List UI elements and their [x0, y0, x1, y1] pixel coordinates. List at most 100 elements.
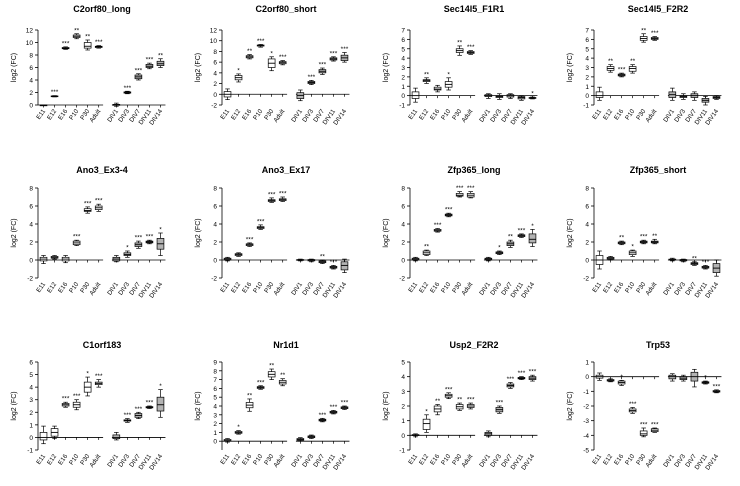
- box-DIV1: [668, 87, 677, 101]
- y-tick-label: 1: [401, 418, 405, 425]
- x-tick-label: E12: [602, 108, 614, 122]
- significance-mark: *: [425, 408, 428, 415]
- significance-mark: **: [280, 372, 286, 379]
- significance-mark: ***: [146, 57, 154, 64]
- y-axis-label: log2 (FC): [195, 218, 202, 247]
- significance-mark: ***: [507, 376, 515, 383]
- box-P10: [628, 64, 637, 74]
- x-tick-label: P10: [440, 281, 452, 295]
- box-DIV1: [296, 437, 305, 442]
- significance-mark: ***: [640, 422, 648, 429]
- x-tick-label: P10: [624, 108, 636, 122]
- box-E16: [617, 240, 626, 246]
- significance-mark: ***: [257, 218, 265, 225]
- significance-mark: ***: [73, 393, 81, 400]
- x-tick-label: E12: [46, 281, 58, 295]
- box-E16: [433, 228, 442, 233]
- significance-mark: ***: [257, 38, 265, 45]
- x-tick-label: E12: [230, 281, 242, 295]
- y-tick-label: 6: [213, 386, 217, 393]
- box-DIV1: [484, 430, 493, 438]
- box-DIV7: [318, 259, 327, 264]
- y-tick-label: 0: [585, 258, 589, 265]
- significance-mark: ***: [496, 400, 504, 407]
- box-iqr: [156, 396, 165, 412]
- box-DIV14: [712, 259, 721, 277]
- box-P10: [628, 249, 637, 257]
- box-P30: [639, 33, 648, 43]
- box-E11: [223, 88, 232, 100]
- significance-mark: *: [631, 244, 634, 251]
- box-E16: [245, 398, 254, 412]
- y-tick-label: 5: [213, 395, 217, 402]
- y-tick-label: 9: [213, 360, 217, 367]
- y-tick-label: -2: [399, 276, 405, 283]
- box-DIV11: [145, 405, 154, 409]
- x-tick-label: Adult: [272, 453, 286, 469]
- box-Adult: [94, 379, 103, 388]
- box-DIV3: [307, 80, 316, 85]
- chart-title: Trp53: [646, 340, 670, 350]
- box-DIV3: [307, 434, 316, 439]
- significance-mark: ***: [341, 400, 349, 407]
- box-DIV1: [296, 258, 305, 262]
- box-E16: [61, 401, 70, 408]
- chart-title: Ano3_Ex3-4: [76, 165, 128, 175]
- y-tick-label: 0: [401, 258, 405, 265]
- box-DIV1: [112, 102, 121, 107]
- x-tick-label: Adult: [644, 453, 658, 469]
- significance-mark: ***: [618, 67, 626, 74]
- y-tick-label: 12: [210, 28, 218, 35]
- y-tick-label: 8: [29, 186, 33, 193]
- y-tick-label: 6: [585, 204, 589, 211]
- box-DIV14: [340, 258, 349, 273]
- significance-mark: ***: [330, 50, 338, 57]
- box-Adult: [466, 191, 475, 199]
- box-E11: [411, 256, 420, 262]
- box-iqr: [528, 233, 537, 244]
- box-DIV7: [134, 73, 143, 81]
- y-tick-label: 2: [213, 240, 217, 247]
- y-axis-label: log2 (FC): [383, 218, 390, 247]
- y-tick-label: 4: [29, 385, 33, 392]
- y-tick-label: 4: [401, 222, 405, 229]
- box-E12: [606, 256, 615, 261]
- significance-mark: ***: [95, 39, 103, 46]
- box-DIV11: [701, 265, 710, 270]
- significance-mark: ***: [467, 397, 475, 404]
- x-tick-label: E16: [429, 453, 441, 467]
- box-DIV14: [712, 95, 721, 100]
- box-DIV7: [690, 368, 699, 388]
- box-DIV14: [340, 405, 349, 410]
- x-tick-label: Adult: [460, 281, 474, 297]
- y-tick-label: 0: [29, 258, 33, 265]
- box-P10: [256, 44, 265, 48]
- box-DIV1: [668, 257, 677, 262]
- box-Adult: [94, 45, 103, 49]
- box-DIV7: [134, 240, 143, 249]
- x-tick-label: E11: [407, 453, 419, 466]
- significance-mark: **: [424, 244, 430, 251]
- box-DIV11: [145, 239, 154, 245]
- significance-mark: *: [237, 424, 240, 431]
- significance-mark: ***: [629, 401, 637, 408]
- x-tick-label: E11: [35, 108, 47, 121]
- chart-title: C2orf80_long: [73, 4, 131, 14]
- box-P30: [83, 39, 92, 51]
- y-tick-label: 8: [213, 186, 217, 193]
- y-tick-label: 2: [213, 81, 217, 88]
- box-E12: [606, 378, 615, 383]
- y-tick-label: 10: [210, 38, 218, 45]
- box-P30: [83, 206, 92, 214]
- box-P10: [256, 385, 265, 390]
- box-E16: [617, 379, 626, 386]
- x-tick-label: P10: [68, 453, 80, 467]
- y-tick-label: 2: [401, 404, 405, 411]
- y-tick-label: 8: [213, 49, 217, 56]
- box-P30: [455, 191, 464, 198]
- box-DIV1: [484, 93, 493, 99]
